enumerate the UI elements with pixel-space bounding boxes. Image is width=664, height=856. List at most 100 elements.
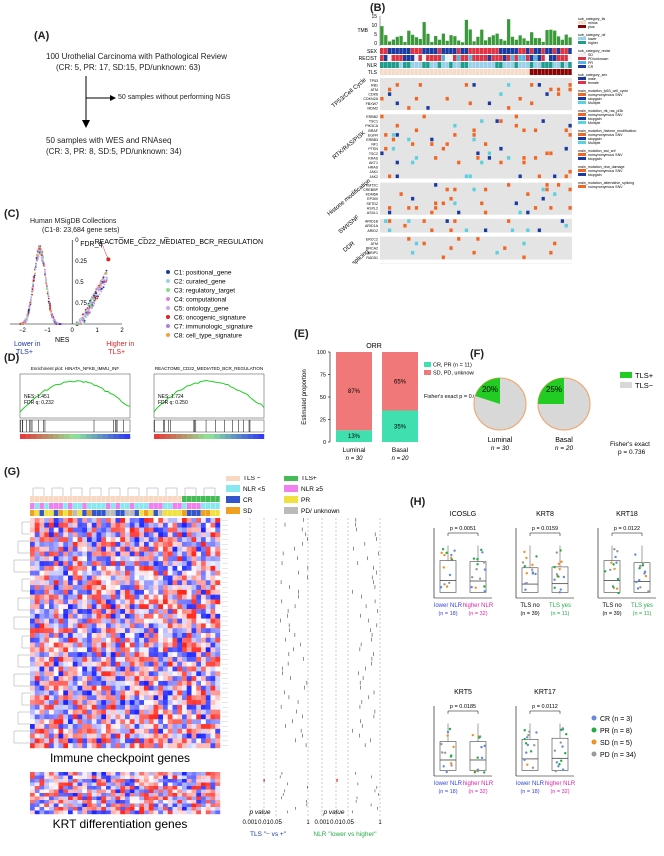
- annotation-cell: [58, 503, 63, 509]
- column-dendrogram: [127, 487, 140, 496]
- heatmap-cell: [49, 796, 54, 801]
- heatmap-cell: [139, 647, 145, 653]
- heatmap-cell: [68, 565, 73, 571]
- heatmap-cell: [87, 556, 92, 562]
- heatmap-cell: [158, 772, 164, 776]
- heatmap-cell: [182, 671, 187, 677]
- heatmap-cell: [77, 724, 83, 730]
- gene-set-point: [34, 268, 37, 271]
- mutation-cell: [499, 119, 503, 123]
- heatmap-cell: [87, 575, 92, 581]
- y-tick: 0.25: [75, 259, 87, 265]
- mutation-cell: [434, 206, 438, 210]
- heatmap-cell: [129, 527, 135, 533]
- data-point: [639, 586, 642, 589]
- track-cell: [437, 55, 442, 61]
- heatmap-cell: [134, 700, 140, 706]
- heatmap-cell: [172, 685, 178, 691]
- heatmap-cell: [120, 676, 126, 682]
- row-dendrogram: [21, 578, 30, 592]
- mutation-cell: [568, 123, 572, 128]
- heatmap-cell: [186, 661, 192, 667]
- heatmap-cell: [177, 599, 183, 605]
- heatmap-cell: [110, 623, 116, 629]
- heatmap-cell: [201, 676, 206, 682]
- heatmap-cell: [34, 793, 40, 797]
- heatmap-cell: [134, 782, 140, 787]
- heatmap-cell: [139, 565, 145, 571]
- heatmap-cell: [44, 738, 50, 744]
- heatmap-cell: [68, 618, 73, 624]
- mutation-cell: [514, 114, 518, 119]
- heatmap-cell: [115, 532, 121, 538]
- heatmap-cell: [101, 652, 107, 658]
- mutation-cell: [414, 128, 419, 133]
- heatmap-cell: [210, 613, 216, 619]
- heatmap-cell: [91, 728, 97, 734]
- heatmap-cell: [201, 728, 206, 734]
- heatmap-cell: [39, 599, 45, 605]
- heatmap-cell: [172, 637, 178, 643]
- heatmap-cell: [82, 779, 88, 783]
- gene-label: KMT2C: [366, 183, 379, 187]
- heatmap-cell: [72, 561, 78, 567]
- heatmap-cell: [115, 594, 121, 600]
- heatmap-cell: [53, 518, 59, 523]
- heatmap-cell: [186, 671, 192, 677]
- data-point: [483, 771, 486, 774]
- data-point: [553, 749, 557, 752]
- heatmap-cell: [115, 585, 121, 591]
- heatmap-cell: [49, 647, 54, 653]
- heatmap-cell: [63, 779, 69, 783]
- heatmap-cell: [153, 541, 159, 547]
- heatmap-cell: [196, 570, 202, 576]
- heatmap-cell: [96, 541, 102, 547]
- heatmap-cell: [30, 594, 35, 600]
- data-point: [521, 561, 525, 564]
- heatmap-cell: [30, 565, 35, 571]
- heatmap-cell: [82, 714, 88, 720]
- heatmap-cell: [49, 656, 54, 662]
- heatmap-cell: [129, 796, 135, 801]
- data-point: [448, 727, 452, 731]
- heatmap-cell: [34, 618, 40, 624]
- heatmap-cell: [120, 647, 126, 653]
- gene-set-point: [93, 300, 95, 303]
- heatmap-cell: [87, 779, 92, 783]
- heatmap-cell: [205, 743, 211, 749]
- data-point: [523, 737, 526, 741]
- tmb-bar: [449, 35, 453, 45]
- heatmap-cell: [144, 772, 149, 776]
- heatmap-cell: [39, 618, 45, 624]
- heatmap-cell: [101, 633, 107, 638]
- heatmap-cell: [34, 709, 40, 715]
- heatmap-cell: [210, 724, 216, 730]
- annotation-cell: [210, 503, 215, 509]
- data-point: [525, 751, 528, 754]
- heatmap-cell: [191, 786, 197, 790]
- tmb-bar: [384, 35, 388, 45]
- heatmap-cell: [153, 599, 159, 605]
- heatmap-cell: [182, 585, 187, 591]
- gene-set-point: [35, 262, 37, 265]
- heatmap-cell: [106, 772, 111, 776]
- heatmap-cell: [101, 700, 107, 706]
- pie-tls-plus: [538, 378, 564, 404]
- heatmap-cell: [106, 642, 111, 648]
- heatmap-cell: [91, 738, 97, 744]
- heatmap-cell: [158, 541, 164, 547]
- heatmap-cell: [82, 518, 88, 523]
- heatmap-cell: [68, 671, 73, 677]
- track-cell: [460, 55, 465, 61]
- track-cell: [418, 55, 422, 61]
- heatmap-cell: [148, 800, 154, 804]
- heatmap-cell: [129, 532, 135, 538]
- heatmap-cell: [125, 810, 130, 815]
- heatmap-cell: [39, 537, 45, 543]
- heatmap-cell: [139, 633, 145, 638]
- heatmap-cell: [129, 537, 135, 543]
- mutation-cell: [483, 210, 488, 215]
- track-cell: [479, 48, 484, 54]
- box-title: KRT8: [536, 511, 554, 518]
